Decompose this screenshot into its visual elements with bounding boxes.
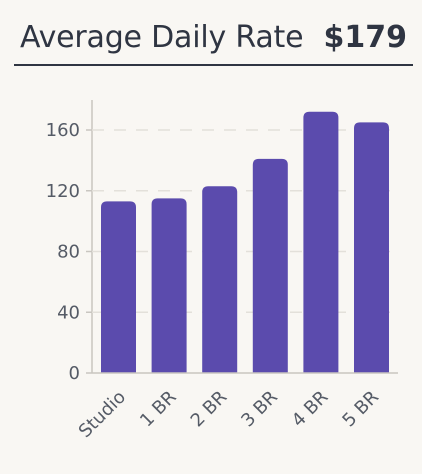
y-tick-label: 80 [57, 242, 80, 263]
x-tick-label: 5 BR [338, 387, 383, 432]
bar-3-br [252, 158, 288, 373]
x-tick-label: 4 BR [288, 387, 333, 432]
bar-1-br [151, 198, 187, 373]
y-tick-label: 40 [57, 302, 80, 323]
x-tick-label: 1 BR [136, 387, 181, 432]
card-value: $179 [323, 20, 408, 55]
bar-2-br [202, 186, 238, 373]
y-tick-label: 120 [46, 181, 80, 202]
bar-studio [101, 201, 136, 373]
x-tick-label: 2 BR [187, 387, 232, 432]
card-title: Average Daily Rate [20, 20, 304, 55]
y-tick-label: 0 [69, 363, 80, 384]
x-tick-label: 3 BR [237, 387, 282, 432]
x-tick-label: Studio [75, 387, 130, 442]
card-header: Average Daily Rate $179 [14, 14, 413, 66]
bar-4-br [303, 111, 339, 374]
y-tick-label: 160 [46, 120, 80, 141]
bar-5-br [354, 122, 389, 373]
